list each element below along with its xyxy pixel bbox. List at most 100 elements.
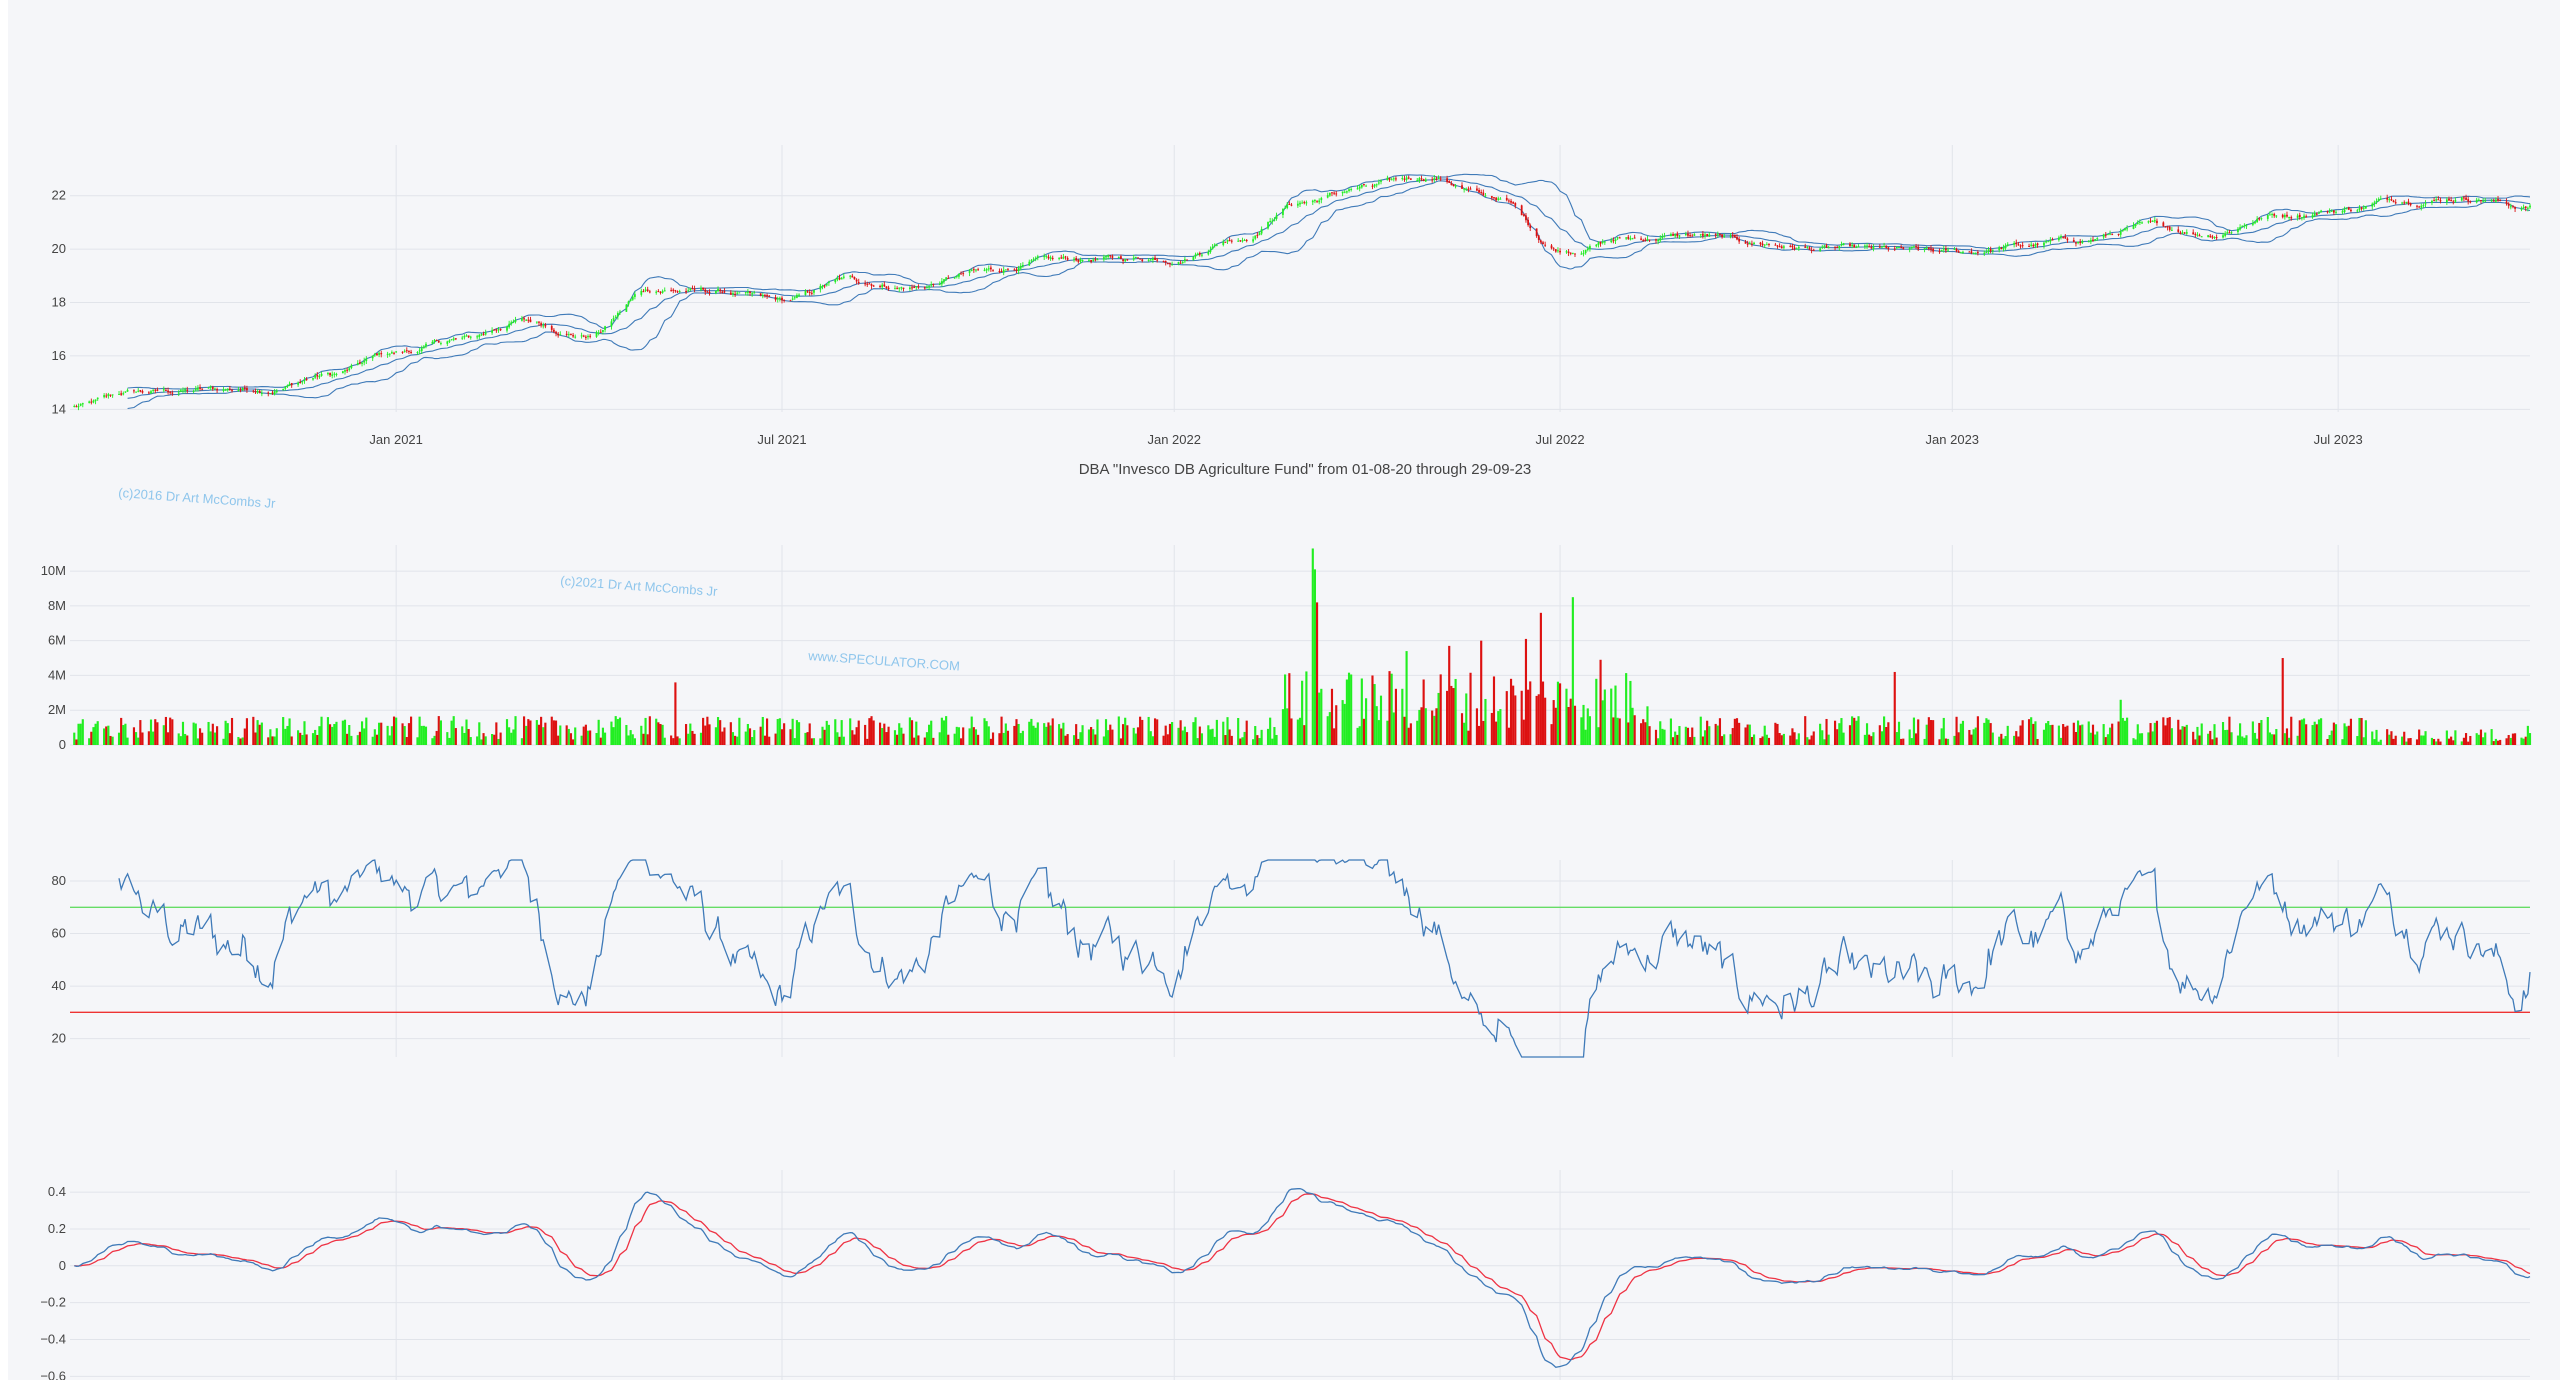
candle-body bbox=[1684, 233, 1687, 235]
volume-bar bbox=[1686, 727, 1690, 745]
candle-body bbox=[1290, 204, 1293, 206]
volume-bar bbox=[1914, 733, 1918, 745]
volume-bar bbox=[1484, 698, 1487, 745]
candle-body bbox=[267, 392, 270, 394]
volume-bar bbox=[1970, 734, 1973, 745]
volume-bar bbox=[610, 721, 613, 745]
volume-bar bbox=[1350, 674, 1353, 745]
candle-body bbox=[2075, 242, 2077, 244]
volume-bar bbox=[1571, 597, 1574, 745]
volume-bar bbox=[465, 719, 468, 745]
candle-body bbox=[493, 329, 496, 331]
candle-body bbox=[1959, 252, 1962, 254]
candle-body bbox=[2057, 237, 2060, 241]
volume-bar bbox=[1654, 729, 1658, 745]
candle-body bbox=[437, 340, 440, 343]
candle-body bbox=[1196, 253, 1199, 256]
volume-bar bbox=[1601, 700, 1604, 745]
candle-body bbox=[734, 293, 736, 295]
volume-bar bbox=[213, 732, 217, 745]
volume-bar bbox=[2111, 723, 2114, 745]
candle-body bbox=[1077, 259, 1080, 262]
volume-bar bbox=[1166, 734, 1169, 745]
volume-bar bbox=[855, 727, 858, 745]
candle-body bbox=[1525, 215, 1527, 221]
candle-body bbox=[1836, 246, 1839, 248]
candle-body bbox=[1701, 233, 1704, 236]
volume-bar bbox=[1929, 720, 1933, 745]
volume-bar bbox=[1266, 728, 1270, 745]
candle-body bbox=[1759, 242, 1762, 245]
volume-bar bbox=[1228, 729, 1231, 745]
volume-bar bbox=[2057, 725, 2060, 745]
candle-body bbox=[661, 290, 664, 293]
candle-body bbox=[2136, 222, 2139, 225]
volume-bar bbox=[1343, 703, 1346, 745]
volume-bar bbox=[2030, 717, 2033, 745]
volume-bar bbox=[797, 722, 801, 745]
candle-body bbox=[228, 388, 231, 390]
volume-bar bbox=[318, 726, 321, 745]
volume-bar bbox=[998, 733, 1001, 745]
candle-body bbox=[1925, 248, 1928, 250]
volume-bar bbox=[1019, 733, 1022, 745]
candle-body bbox=[2283, 214, 2286, 218]
volume-bar bbox=[375, 734, 379, 745]
candle-body bbox=[702, 287, 705, 290]
candle-body bbox=[1706, 234, 1709, 236]
candle-body bbox=[318, 375, 321, 378]
candle-body bbox=[1058, 257, 1061, 259]
volume-bar bbox=[1778, 733, 1781, 745]
volume-bar bbox=[1164, 725, 1167, 745]
candle-body bbox=[1154, 257, 1156, 261]
volume-bar bbox=[774, 733, 777, 745]
volume-bar bbox=[2422, 735, 2425, 745]
volume-bar bbox=[2042, 729, 2046, 745]
volume-bar bbox=[2019, 725, 2022, 745]
volume-bar bbox=[836, 732, 839, 745]
volume-bar bbox=[1689, 737, 1692, 745]
candle-body bbox=[2499, 200, 2502, 202]
volume-bar bbox=[1708, 726, 1711, 745]
candle-body bbox=[495, 329, 498, 331]
price-y-tick: 22 bbox=[52, 188, 66, 203]
candle-body bbox=[2271, 214, 2273, 216]
candle-body bbox=[169, 391, 172, 393]
volume-bar bbox=[1243, 731, 1246, 745]
candle-body bbox=[2153, 220, 2156, 222]
candle-body bbox=[1343, 191, 1346, 193]
candle-body bbox=[1139, 258, 1142, 260]
volume-bar bbox=[1303, 725, 1306, 745]
volume-bar bbox=[1629, 680, 1632, 745]
volume-bar bbox=[1004, 723, 1007, 745]
candle-body bbox=[2132, 225, 2135, 229]
rsi-y-tick: 80 bbox=[52, 873, 66, 888]
volume-bar bbox=[156, 722, 159, 745]
candle-body bbox=[2480, 200, 2482, 202]
candle-body bbox=[1258, 233, 1261, 236]
candle-body bbox=[1714, 234, 1717, 236]
candle-body bbox=[1273, 219, 1276, 221]
candle-body bbox=[634, 294, 636, 297]
candle-body bbox=[2407, 201, 2410, 204]
volume-bar bbox=[1452, 688, 1455, 745]
candle-body bbox=[663, 290, 666, 292]
volume-bar bbox=[644, 717, 647, 745]
volume-bar bbox=[403, 726, 406, 745]
volume-bar bbox=[1887, 722, 1890, 745]
candle-body bbox=[1333, 192, 1336, 194]
volume-bar bbox=[2123, 720, 2127, 745]
candle-body bbox=[1341, 191, 1344, 194]
candle-body bbox=[1957, 251, 1960, 253]
volume-bar bbox=[1582, 704, 1585, 745]
volume-bar bbox=[759, 726, 762, 745]
candle-body bbox=[1305, 202, 1308, 204]
candle-body bbox=[2463, 197, 2465, 199]
volume-bar bbox=[2268, 732, 2272, 745]
volume-bar bbox=[2221, 722, 2225, 745]
volume-bar bbox=[908, 717, 911, 745]
candle-body bbox=[1047, 256, 1050, 259]
candle-body bbox=[1386, 177, 1389, 181]
volume-bar bbox=[1403, 716, 1406, 745]
volume-bar bbox=[2356, 736, 2359, 745]
